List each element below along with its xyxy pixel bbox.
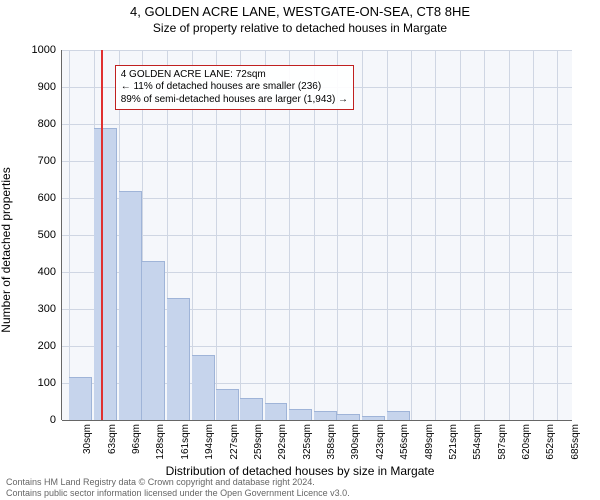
gridline-h bbox=[62, 161, 572, 162]
xtick-label: 652sqm bbox=[545, 424, 556, 460]
y-axis-label: Number of detached properties bbox=[0, 85, 13, 250]
ytick-label: 600 bbox=[16, 192, 56, 204]
annotation-line: 4 GOLDEN ACRE LANE: 72sqm bbox=[121, 69, 348, 82]
gridline-v bbox=[435, 50, 436, 420]
gridline-h bbox=[62, 124, 572, 125]
page-subtitle: Size of property relative to detached ho… bbox=[0, 19, 600, 35]
xtick-label: 456sqm bbox=[399, 424, 410, 460]
ytick-label: 800 bbox=[16, 118, 56, 130]
gridline-v bbox=[509, 50, 510, 420]
page-title: 4, GOLDEN ACRE LANE, WESTGATE-ON-SEA, CT… bbox=[0, 0, 600, 19]
ytick-label: 200 bbox=[16, 340, 56, 352]
xtick-label: 325sqm bbox=[302, 424, 313, 460]
bar bbox=[240, 398, 263, 420]
gridline-v bbox=[484, 50, 485, 420]
bar bbox=[69, 377, 92, 420]
ytick-label: 1000 bbox=[16, 44, 56, 56]
bar bbox=[216, 389, 239, 420]
bar bbox=[94, 128, 117, 420]
xtick-label: 259sqm bbox=[253, 424, 264, 460]
gridline-v bbox=[69, 50, 70, 420]
x-axis-line bbox=[62, 420, 572, 421]
gridline-v bbox=[387, 50, 388, 420]
ytick-label: 100 bbox=[16, 377, 56, 389]
xtick-label: 227sqm bbox=[229, 424, 240, 460]
bar bbox=[119, 191, 142, 420]
y-axis-line bbox=[61, 50, 62, 420]
gridline-v bbox=[362, 50, 363, 420]
ytick-label: 300 bbox=[16, 303, 56, 315]
xtick-label: 30sqm bbox=[82, 424, 93, 454]
xtick-label: 620sqm bbox=[521, 424, 532, 460]
xtick-label: 161sqm bbox=[180, 424, 191, 460]
bar bbox=[387, 411, 410, 420]
annotation-line: 89% of semi-detached houses are larger (… bbox=[121, 94, 348, 107]
chart-area: 4 GOLDEN ACRE LANE: 72sqm ← 11% of detac… bbox=[62, 50, 572, 420]
annotation-line: ← 11% of detached houses are smaller (23… bbox=[121, 81, 348, 94]
xtick-label: 358sqm bbox=[326, 424, 337, 460]
footer-attribution: Contains HM Land Registry data © Crown c… bbox=[6, 477, 350, 498]
bar bbox=[142, 261, 165, 420]
xtick-label: 423sqm bbox=[375, 424, 386, 460]
gridline-v bbox=[411, 50, 412, 420]
x-axis-label: Distribution of detached houses by size … bbox=[0, 464, 600, 478]
xtick-label: 128sqm bbox=[155, 424, 166, 460]
xtick-label: 292sqm bbox=[277, 424, 288, 460]
gridline-v bbox=[533, 50, 534, 420]
gridline-v bbox=[460, 50, 461, 420]
xtick-label: 587sqm bbox=[497, 424, 508, 460]
xtick-label: 63sqm bbox=[107, 424, 118, 454]
bar bbox=[192, 355, 215, 420]
xtick-label: 554sqm bbox=[472, 424, 483, 460]
bar bbox=[289, 409, 312, 420]
property-marker-line bbox=[101, 50, 103, 420]
xtick-label: 489sqm bbox=[424, 424, 435, 460]
xtick-label: 96sqm bbox=[131, 424, 142, 454]
ytick-label: 400 bbox=[16, 266, 56, 278]
bar bbox=[167, 298, 190, 420]
footer-line: Contains public sector information licen… bbox=[6, 488, 350, 498]
gridline-v bbox=[557, 50, 558, 420]
gridline-h bbox=[62, 50, 572, 51]
ytick-label: 0 bbox=[16, 414, 56, 426]
xtick-label: 390sqm bbox=[350, 424, 361, 460]
bar bbox=[265, 403, 288, 420]
xtick-label: 194sqm bbox=[204, 424, 215, 460]
xtick-label: 685sqm bbox=[570, 424, 581, 460]
bar bbox=[314, 411, 337, 420]
ytick-label: 500 bbox=[16, 229, 56, 241]
xtick-label: 521sqm bbox=[448, 424, 459, 460]
annotation-box: 4 GOLDEN ACRE LANE: 72sqm ← 11% of detac… bbox=[115, 65, 354, 111]
footer-line: Contains HM Land Registry data © Crown c… bbox=[6, 477, 350, 487]
ytick-label: 900 bbox=[16, 81, 56, 93]
ytick-label: 700 bbox=[16, 155, 56, 167]
